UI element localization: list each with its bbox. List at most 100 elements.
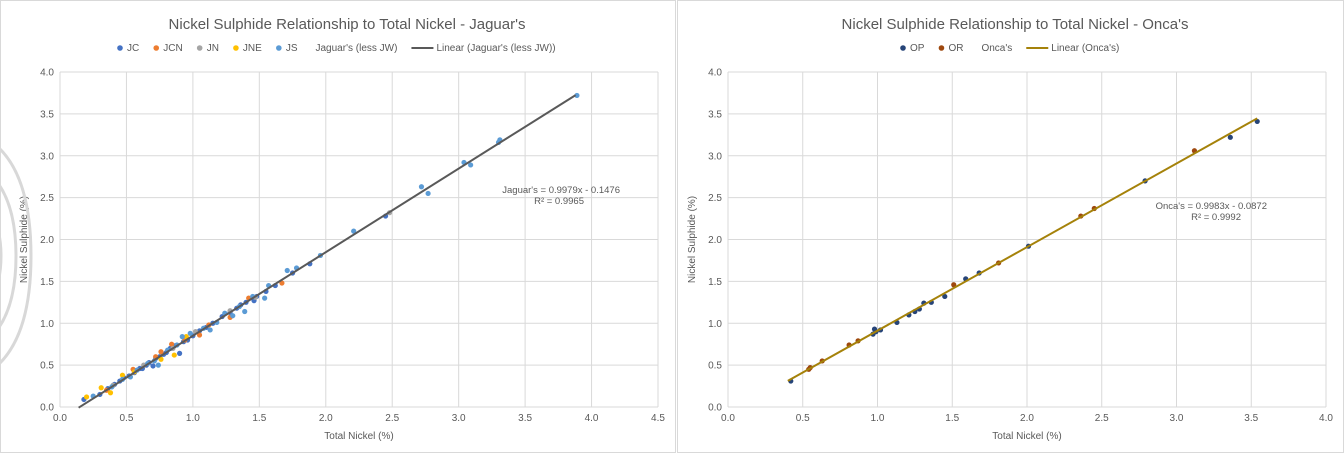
legend-label: JCN (163, 43, 182, 54)
y-axis-title: Nickel Sulphide (%) (687, 196, 698, 283)
x-tick-label: 2.5 (385, 413, 399, 424)
x-tick-label: 1.5 (945, 413, 959, 424)
data-point-js (284, 267, 290, 274)
data-point-jne (98, 385, 104, 391)
x-tick-label: 4.0 (585, 413, 599, 424)
onca-trendline (787, 117, 1258, 382)
data-point-js (179, 334, 185, 340)
x-tick-label: 4.0 (1319, 413, 1333, 424)
data-point-op (942, 293, 948, 300)
x-tick-label: 2.0 (1020, 413, 1034, 424)
y-tick-label: 1.0 (40, 319, 54, 330)
x-tick-label: 2.5 (1095, 413, 1109, 424)
legend-marker (117, 45, 123, 51)
legend-marker (900, 45, 906, 51)
y-tick-label: 4.0 (708, 68, 722, 79)
legend-label: JNE (243, 43, 262, 54)
trendline-r-squared: R² = 0.9965 (534, 196, 584, 207)
legend-marker (233, 45, 239, 51)
y-tick-label: 0.0 (708, 403, 722, 414)
y-tick-label: 3.5 (708, 109, 722, 120)
data-point-js (418, 184, 425, 190)
data-point-jne (183, 334, 189, 340)
trendline-r-squared: R² = 0.9992 (1191, 212, 1241, 223)
y-tick-label: 0.5 (40, 361, 54, 372)
trendline-equation: Jaguar's = 0.9979x - 0.1476 (502, 185, 620, 196)
data-point-js (262, 295, 268, 301)
onca-chart-svg: 0.0 0.5 1.0 1.5 2.0 2.5 3.0 3.5 4.0 0.0 0.5 1.0 1.5 2… (687, 16, 1333, 442)
jaguar-chart-panel: 0.0 0.5 1.0 1.5 2.0 2.5 3.0 3.5 4.0 4.5 0.0 0.5 1.0 1… (0, 0, 676, 453)
x-tick-label: 4.5 (651, 413, 665, 424)
jaguar-trendline (78, 94, 577, 409)
legend-label: Onca's (981, 43, 1012, 54)
y-tick-label: 4.0 (40, 68, 54, 79)
x-axis-title: Total Nickel (%) (324, 431, 393, 442)
data-point-jcn (158, 349, 164, 355)
x-tick-label: 1.5 (252, 413, 266, 424)
data-point-js (187, 330, 193, 336)
y-tick-label: 0.0 (40, 403, 54, 414)
data-point-jne (119, 372, 126, 378)
x-tick-label: 0.5 (119, 413, 133, 424)
onca-chart-panel: 0.0 0.5 1.0 1.5 2.0 2.5 3.0 3.5 4.0 0.0 0.5 1.0 1.5 2… (677, 0, 1344, 453)
y-tick-label: 2.0 (40, 235, 54, 246)
y-tick-label: 3.0 (40, 151, 54, 162)
x-tick-label: 0.0 (53, 413, 67, 424)
legend-label: Linear (Jaguar's (less JW)) (436, 43, 555, 54)
data-point-js (230, 313, 236, 319)
legend-marker (196, 45, 203, 51)
onca-chart-title: Nickel Sulphide Relationship to Total Ni… (842, 16, 1189, 33)
data-point-jcn (169, 341, 175, 347)
legend-label: OR (948, 43, 963, 54)
data-point-jne (107, 390, 114, 396)
x-tick-label: 3.5 (1244, 413, 1258, 424)
jaguar-chart-svg: 0.0 0.5 1.0 1.5 2.0 2.5 3.0 3.5 4.0 4.5 0.0 0.5 1.0 1… (19, 16, 665, 442)
data-point-or (951, 282, 957, 288)
x-tick-label: 3.0 (1170, 413, 1184, 424)
x-tick-label: 0.5 (796, 413, 810, 424)
data-point-js (425, 190, 431, 197)
legend-label: OP (910, 43, 925, 54)
data-point-jc (177, 350, 183, 356)
data-point-js (574, 92, 580, 99)
y-axis-title: Nickel Sulphide (%) (19, 196, 30, 283)
y-tick-label: 0.5 (708, 361, 722, 372)
data-point-js (351, 228, 357, 234)
legend-label: JN (207, 43, 219, 54)
legend-label: JC (127, 43, 139, 54)
x-tick-label: 3.5 (518, 413, 532, 424)
data-point-js (242, 308, 248, 315)
y-tick-label: 2.5 (708, 193, 722, 204)
legend-label: Linear (Onca's) (1051, 43, 1119, 54)
data-point-js (155, 362, 161, 368)
y-tick-label: 2.5 (40, 193, 54, 204)
y-tick-label: 3.5 (40, 109, 54, 120)
legend-label: Jaguar's (less JW) (316, 43, 398, 54)
legend-marker (153, 45, 160, 51)
data-point-jcn (196, 332, 203, 338)
data-point-js (207, 327, 213, 333)
y-tick-label: 3.0 (708, 151, 722, 162)
data-point-jne (171, 352, 177, 358)
y-tick-label: 1.5 (40, 277, 54, 288)
data-point-jc (150, 363, 156, 369)
data-point-js (468, 162, 474, 168)
y-tick-label: 2.0 (708, 235, 722, 246)
x-tick-label: 3.0 (452, 413, 466, 424)
x-tick-label: 1.0 (186, 413, 200, 424)
data-point-jne (158, 356, 164, 362)
x-axis-title: Total Nickel (%) (992, 431, 1061, 442)
legend-label: JS (286, 43, 298, 54)
y-tick-label: 1.0 (708, 319, 722, 330)
y-tick-label: 1.5 (708, 277, 722, 288)
x-tick-label: 0.0 (721, 413, 735, 424)
jaguar-chart-title: Nickel Sulphide Relationship to Total Ni… (169, 16, 526, 33)
x-tick-label: 2.0 (319, 413, 333, 424)
legend-marker (938, 45, 945, 51)
data-point-op (1227, 134, 1233, 140)
legend-marker (276, 45, 282, 51)
x-tick-label: 1.0 (871, 413, 885, 424)
data-point-jne (83, 394, 90, 400)
trendline-equation: Onca's = 0.9983x - 0.0872 (1156, 201, 1267, 212)
